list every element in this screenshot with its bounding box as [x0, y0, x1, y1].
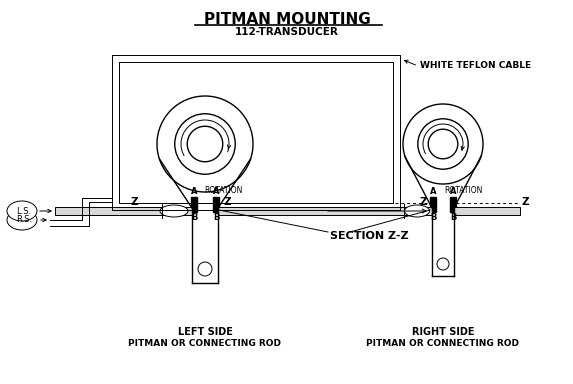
Ellipse shape	[405, 205, 430, 217]
Ellipse shape	[7, 210, 37, 230]
Text: A: A	[191, 187, 197, 196]
Text: R.S.: R.S.	[16, 215, 32, 225]
Text: B: B	[213, 213, 219, 222]
Text: PITMAN OR CONNECTING ROD: PITMAN OR CONNECTING ROD	[367, 339, 520, 349]
Text: WHITE TEFLON CABLE: WHITE TEFLON CABLE	[420, 61, 531, 71]
Text: Z: Z	[419, 197, 427, 207]
Text: A: A	[430, 187, 436, 196]
Bar	[213, 197, 219, 212]
Text: ROTATION: ROTATION	[204, 186, 242, 195]
Bar	[454, 207, 520, 215]
Text: PITMAN OR CONNECTING ROD: PITMAN OR CONNECTING ROD	[128, 339, 281, 349]
Text: A: A	[213, 187, 219, 196]
Text: L.S.: L.S.	[17, 207, 32, 215]
Text: RIGHT SIDE: RIGHT SIDE	[412, 327, 474, 337]
Bar	[218, 207, 432, 215]
Text: B: B	[450, 213, 456, 222]
Bar	[430, 197, 436, 212]
Text: B: B	[430, 213, 436, 222]
Text: B: B	[191, 213, 197, 222]
Ellipse shape	[7, 201, 37, 221]
Text: ROTATION: ROTATION	[444, 186, 482, 195]
Text: Z: Z	[522, 197, 529, 207]
Text: LEFT SIDE: LEFT SIDE	[178, 327, 233, 337]
Text: PITMAN MOUNTING: PITMAN MOUNTING	[203, 12, 370, 27]
Text: Z: Z	[223, 197, 230, 207]
Text: A: A	[450, 187, 456, 196]
Text: Z: Z	[131, 197, 138, 207]
Bar	[450, 197, 456, 212]
Bar	[191, 197, 197, 212]
Text: 112-TRANSDUCER: 112-TRANSDUCER	[235, 27, 339, 37]
Ellipse shape	[160, 205, 188, 217]
Bar	[55, 207, 192, 215]
Text: SECTION Z-Z: SECTION Z-Z	[330, 231, 409, 241]
